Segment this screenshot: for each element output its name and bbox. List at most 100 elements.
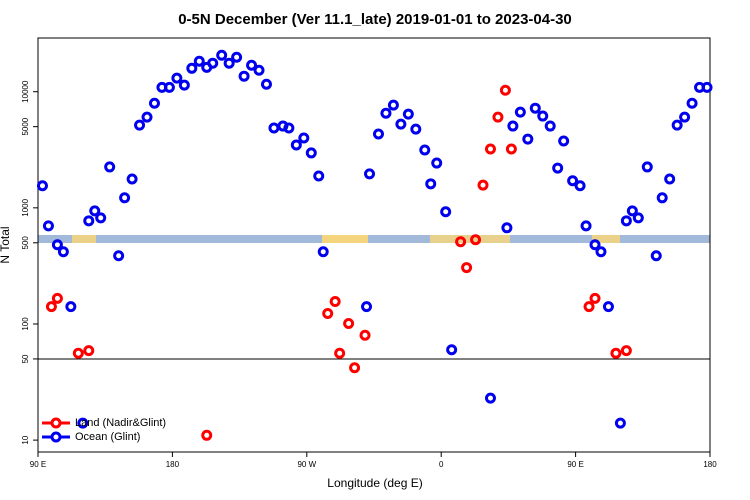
data-point	[380, 107, 392, 119]
data-point	[589, 239, 601, 251]
data-point	[455, 236, 467, 248]
data-point	[514, 106, 526, 118]
data-point	[686, 97, 698, 109]
x-tick-label: 90 W	[297, 460, 316, 469]
legend-label: Land (Nadir&Glint)	[75, 417, 166, 429]
data-point	[470, 234, 482, 246]
data-point	[461, 262, 473, 274]
data-point	[163, 81, 175, 93]
data-point	[484, 392, 496, 404]
data-point	[446, 344, 458, 356]
data-point	[298, 132, 310, 144]
data-point	[387, 99, 399, 111]
data-point	[552, 162, 564, 174]
data-point	[119, 192, 131, 204]
legend-label: Ocean (Glint)	[75, 431, 140, 443]
data-point	[419, 144, 431, 156]
data-point	[95, 212, 107, 224]
data-point	[664, 173, 676, 185]
data-point	[322, 308, 334, 320]
data-point	[361, 301, 373, 313]
chart-title: 0-5N December (Ver 11.1_late) 2019-01-01…	[178, 11, 572, 28]
data-point	[83, 215, 95, 227]
x-tick-label: 180	[703, 460, 717, 469]
data-point	[141, 111, 153, 123]
data-point	[83, 345, 95, 357]
data-point	[558, 135, 570, 147]
data-point	[290, 139, 302, 151]
data-point	[477, 179, 489, 191]
x-tick-label: 180	[166, 460, 180, 469]
data-point	[537, 110, 549, 122]
data-point	[178, 79, 190, 91]
data-point	[602, 301, 614, 313]
legend-marker	[50, 417, 62, 429]
plot-frame	[37, 37, 711, 453]
data-point	[231, 51, 243, 63]
data-point	[223, 57, 235, 69]
data-point	[334, 347, 346, 359]
data-point	[186, 62, 198, 74]
y-tick-label: 10	[21, 435, 30, 444]
data-point	[620, 345, 632, 357]
data-point	[343, 317, 355, 329]
data-point	[641, 161, 653, 173]
data-point	[36, 180, 48, 192]
data-point	[614, 417, 626, 429]
data-point	[589, 292, 601, 304]
data-point	[679, 111, 691, 123]
data-point	[134, 119, 146, 131]
data-point	[626, 205, 638, 217]
data-point	[529, 102, 541, 114]
data-point	[359, 329, 371, 341]
data-point	[238, 70, 250, 82]
data-point	[580, 220, 592, 232]
x-axis-label: Longitude (deg E)	[327, 476, 422, 490]
data-point	[501, 222, 513, 234]
data-point	[72, 347, 84, 359]
data-point	[104, 161, 116, 173]
data-point	[522, 133, 534, 145]
surface-strip	[38, 235, 710, 243]
x-tick-label: 90 E	[30, 460, 46, 469]
data-point	[126, 173, 138, 185]
data-point	[574, 180, 586, 192]
data-point	[193, 55, 205, 67]
data-point	[507, 120, 519, 132]
data-point	[171, 72, 183, 84]
y-axis-label: N Total	[0, 226, 12, 263]
data-point	[42, 220, 54, 232]
data-point	[410, 123, 422, 135]
data-point	[671, 119, 683, 131]
data-point	[431, 157, 443, 169]
data-point	[364, 168, 376, 180]
x-tick-label: 0	[439, 460, 444, 469]
data-point	[620, 215, 632, 227]
y-tick-label: 10000	[21, 80, 30, 103]
data-point	[610, 347, 622, 359]
legend-marker	[50, 431, 62, 443]
data-point	[313, 170, 325, 182]
data-point	[567, 175, 579, 187]
data-point	[650, 250, 662, 262]
data-point	[349, 362, 361, 374]
data-point	[395, 118, 407, 130]
data-point	[216, 49, 228, 61]
data-point	[253, 64, 265, 76]
data-point	[505, 143, 517, 155]
data-point	[57, 246, 69, 258]
data-point	[51, 239, 63, 251]
data-point	[305, 147, 317, 159]
data-point	[595, 246, 607, 258]
data-point	[317, 246, 329, 258]
data-point	[77, 417, 89, 429]
data-point	[246, 59, 258, 71]
data-point	[632, 212, 644, 224]
y-tick-label: 1000	[21, 198, 30, 216]
data-point	[656, 192, 668, 204]
data-point	[492, 111, 504, 123]
data-point	[207, 57, 219, 69]
data-point	[283, 122, 295, 134]
data-point	[544, 120, 556, 132]
data-point	[440, 206, 452, 218]
